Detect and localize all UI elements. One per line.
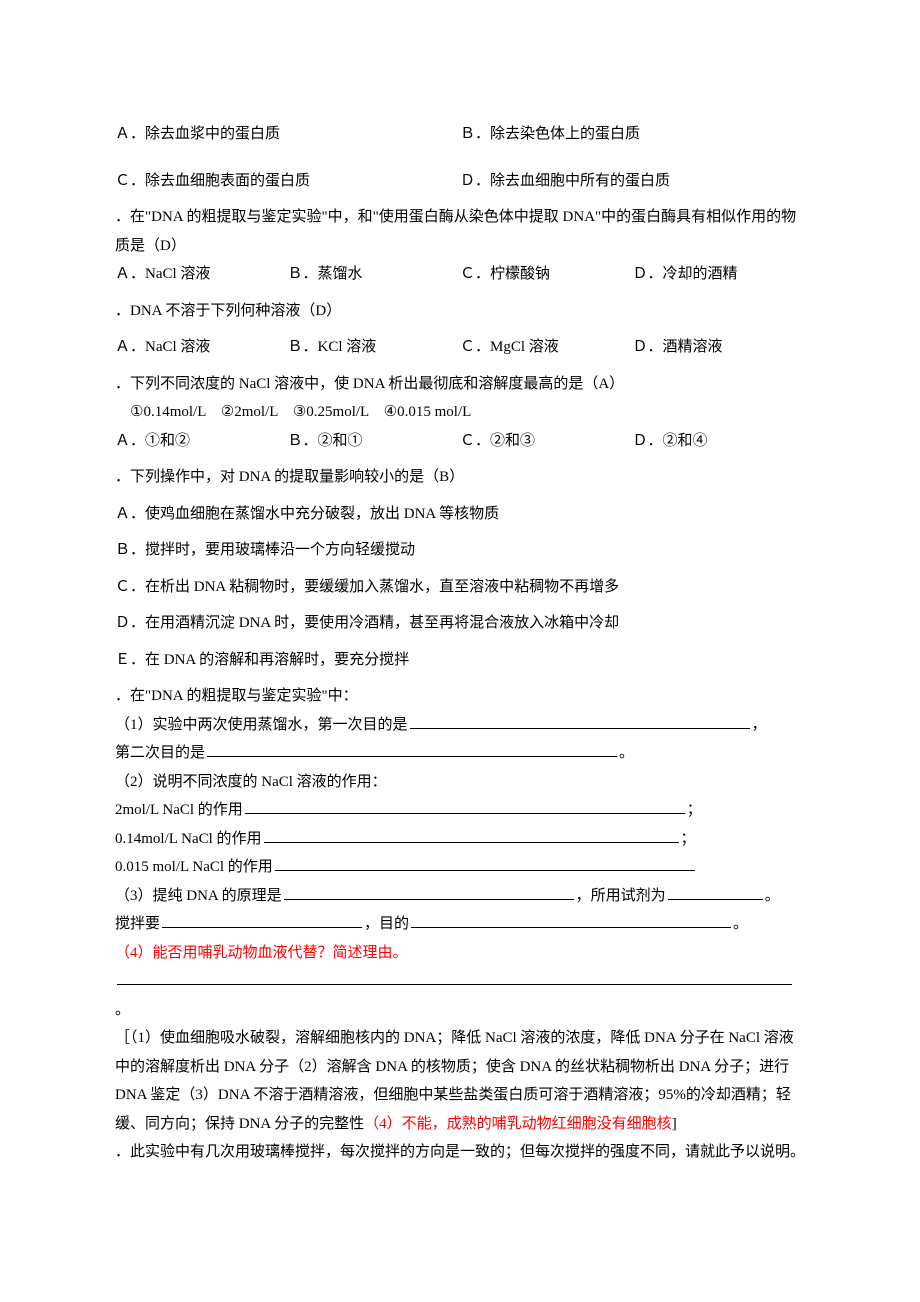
q5-option-e: Ｅ．在 DNA 的溶解和再溶解时，要充分搅拌 xyxy=(115,646,805,675)
q6-part1-line2: 第二次目的是 。 xyxy=(115,739,805,768)
q5-option-b: Ｂ．搅拌时，要用玻璃棒沿一个方向轻缓搅动 xyxy=(115,536,805,565)
blank-10[interactable] xyxy=(117,984,792,985)
blank-7[interactable] xyxy=(668,899,763,900)
q4-option-a: Ａ．①和② xyxy=(115,427,288,456)
blank-2[interactable] xyxy=(207,756,617,757)
blank-1[interactable] xyxy=(410,728,750,729)
q2-stem: ．在"DNA 的粗提取与鉴定实验"中，和"使用蛋白酶从染色体中提取 DNA"中的… xyxy=(115,203,805,260)
q2-option-a: Ａ．NaCl 溶液 xyxy=(115,260,288,289)
q1-option-a: Ａ．除去血浆中的蛋白质 xyxy=(115,120,460,149)
q6-p2c-line: 0.015 mol/L NaCl 的作用 xyxy=(115,853,805,882)
q6-p3f: 。 xyxy=(733,916,748,932)
q6-p2b-line: 0.14mol/L NaCl 的作用 ； xyxy=(115,825,805,854)
semi2: ； xyxy=(681,831,696,847)
q4-option-b: Ｂ．②和① xyxy=(288,427,461,456)
q6-p1b: ， xyxy=(752,717,767,733)
q4-stem: ．下列不同浓度的 NaCl 溶液中，使 DNA 析出最彻底和溶解度最高的是（A） xyxy=(115,370,805,399)
q6-part1-line1: （1）实验中两次使用蒸馏水，第一次目的是 ， xyxy=(115,711,805,740)
q5-stem: ．下列操作中，对 DNA 的提取量影响较小的是（B） xyxy=(115,463,805,492)
blank-3[interactable] xyxy=(245,813,685,814)
q5-option-c: Ｃ．在析出 DNA 粘稠物时，要缓缓加入蒸馏水，直至溶液中粘稠物不再增多 xyxy=(115,573,805,602)
q1-row2: Ｃ．除去血细胞表面的蛋白质 Ｄ．除去血细胞中所有的蛋白质 xyxy=(115,167,805,196)
q6-p1a: （1）实验中两次使用蒸馏水，第一次目的是 xyxy=(115,717,408,733)
q6-p4end: 。 xyxy=(115,1002,130,1018)
q4-option-d: Ｄ．②和④ xyxy=(633,427,806,456)
q6-p1c: 第二次目的是 xyxy=(115,745,205,761)
q2-option-b: Ｂ．蒸馏水 xyxy=(288,260,461,289)
blank-5[interactable] xyxy=(275,870,695,871)
q3-option-a: Ａ．NaCl 溶液 xyxy=(115,333,288,362)
q6-p2a: 2mol/L NaCl 的作用 xyxy=(115,802,243,818)
q4-option-c: Ｃ．②和③ xyxy=(460,427,633,456)
q2-options: Ａ．NaCl 溶液 Ｂ．蒸馏水 Ｃ．柠檬酸钠 Ｄ．冷却的酒精 xyxy=(115,260,805,289)
q6-part2: （2）说明不同浓度的 NaCl 溶液的作用： xyxy=(115,768,805,797)
q3-stem: ．DNA 不溶于下列何种溶液（D） xyxy=(115,297,805,326)
q6-part4: （4）能否用哺乳动物血液代替？简述理由。 xyxy=(115,939,805,968)
blank-4[interactable] xyxy=(264,842,679,843)
q6-p2c: 0.015 mol/L NaCl 的作用 xyxy=(115,859,273,875)
q1-option-b: Ｂ．除去染色体上的蛋白质 xyxy=(460,120,805,149)
q5-option-d: Ｄ．在用酒精沉淀 DNA 时，要使用冷酒精，甚至再将混合液放入冰箱中冷却 xyxy=(115,609,805,638)
semi1: ； xyxy=(687,802,702,818)
q2-option-d: Ｄ．冷却的酒精 xyxy=(633,260,806,289)
q2-option-c: Ｃ．柠檬酸钠 xyxy=(460,260,633,289)
q6-p3d: 搅拌要 xyxy=(115,916,160,932)
q6-p3c: 。 xyxy=(765,888,780,904)
q6-p2b: 0.14mol/L NaCl 的作用 xyxy=(115,831,262,847)
q6-part3-line2: 搅拌要 ，目的 。 xyxy=(115,910,805,939)
q6-part3-line1: （3）提纯 DNA 的原理是 ，所用试剂为 。 xyxy=(115,882,805,911)
answer-text2: （4）不能，成熟的哺乳动物红细胞没有细胞核 xyxy=(364,1116,672,1132)
q6-p3b: ，所用试剂为 xyxy=(576,888,666,904)
q3-options: Ａ．NaCl 溶液 Ｂ．KCl 溶液 Ｃ．MgCl 溶液 Ｄ．酒精溶液 xyxy=(115,333,805,362)
q6-p3a: （3）提纯 DNA 的原理是 xyxy=(115,888,282,904)
q7-stem: ．此实验中有几次用玻璃棒搅拌，每次搅拌的方向是一致的；但每次搅拌的强度不同，请就… xyxy=(115,1138,805,1167)
q3-option-d: Ｄ．酒精溶液 xyxy=(633,333,806,362)
q4-line2: ①0.14mol/L ②2mol/L ③0.25mol/L ④0.015 mol… xyxy=(115,398,805,427)
q3-option-c: Ｃ．MgCl 溶液 xyxy=(460,333,633,362)
q3-option-b: Ｂ．KCl 溶液 xyxy=(288,333,461,362)
q5-option-a: Ａ．使鸡血细胞在蒸馏水中充分破裂，放出 DNA 等核物质 xyxy=(115,500,805,529)
q1-option-d: Ｄ．除去血细胞中所有的蛋白质 xyxy=(460,167,805,196)
blank-8[interactable] xyxy=(162,927,362,928)
q6-p1d: 。 xyxy=(619,745,634,761)
answer-text3: ] xyxy=(672,1116,677,1132)
blank-6[interactable] xyxy=(284,899,574,900)
q6-p3e: ，目的 xyxy=(364,916,409,932)
q4-options: Ａ．①和② Ｂ．②和① Ｃ．②和③ Ｄ．②和④ xyxy=(115,427,805,456)
q6-stem: ．在"DNA 的粗提取与鉴定实验"中： xyxy=(115,682,805,711)
q1-option-c: Ｃ．除去血细胞表面的蛋白质 xyxy=(115,167,460,196)
q6-p2a-line: 2mol/L NaCl 的作用 ； xyxy=(115,796,805,825)
q1-row1: Ａ．除去血浆中的蛋白质 Ｂ．除去染色体上的蛋白质 xyxy=(115,120,805,149)
blank-9[interactable] xyxy=(411,927,731,928)
q6-part4-blank: 。 xyxy=(115,967,805,1024)
answer-block: ［（1）使血细胞吸水破裂，溶解细胞核内的 DNA；降低 NaCl 溶液的浓度，降… xyxy=(115,1024,805,1138)
